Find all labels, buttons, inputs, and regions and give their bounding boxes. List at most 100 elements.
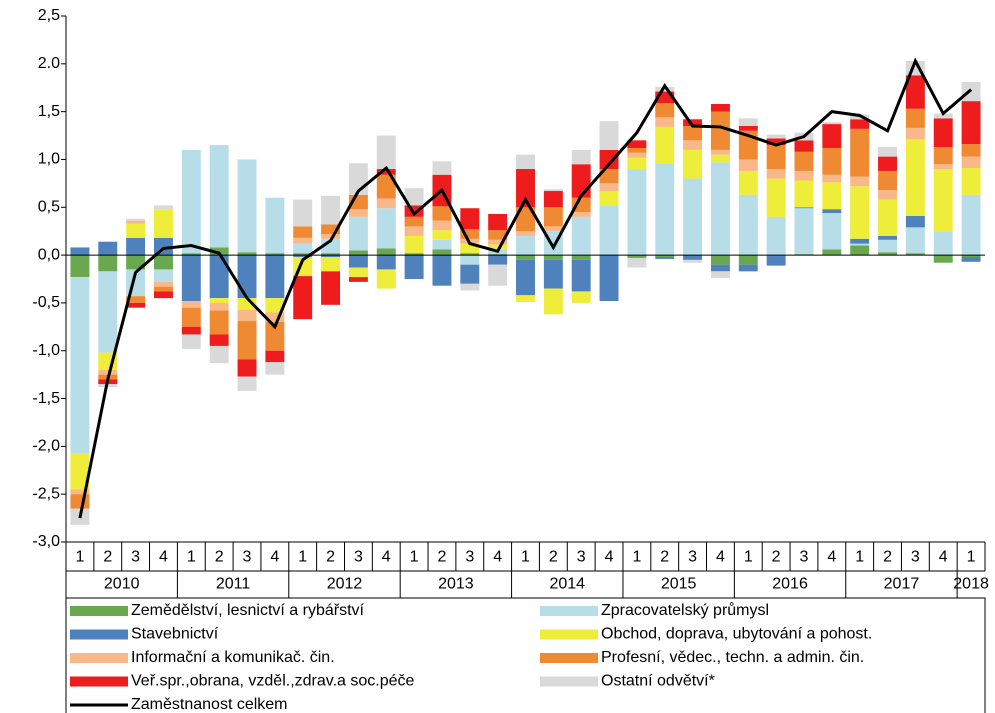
x-tick-label: 1 bbox=[298, 549, 307, 566]
bar-segment bbox=[376, 208, 396, 249]
bar-segment bbox=[460, 229, 480, 239]
legend-box bbox=[65, 597, 986, 713]
bar-segment bbox=[209, 298, 229, 303]
legend-label: Profesní, vědec., techn. a admin. čin. bbox=[601, 649, 864, 666]
year-label: 2018 bbox=[953, 576, 989, 593]
bar-segment bbox=[738, 255, 758, 265]
x-tick-label: 1 bbox=[855, 549, 864, 566]
bar-segment bbox=[432, 161, 452, 175]
bar-segment bbox=[126, 302, 146, 308]
bar-segment bbox=[293, 255, 313, 258]
y-tick-label: 2.0 bbox=[38, 55, 60, 72]
bar-segment bbox=[655, 86, 675, 92]
bar-segment bbox=[70, 453, 90, 490]
legend-swatch bbox=[70, 629, 128, 640]
y-tick-label: -2,5 bbox=[32, 485, 60, 502]
bar-segment bbox=[571, 212, 591, 217]
x-tick-label: 3 bbox=[577, 549, 586, 566]
bar-segment bbox=[822, 122, 842, 125]
bar-segment bbox=[710, 271, 730, 279]
bar-segment bbox=[738, 194, 758, 256]
bar-segment bbox=[321, 253, 341, 256]
total-line bbox=[78, 57, 973, 519]
bar-segment bbox=[822, 147, 842, 175]
legend-swatch bbox=[540, 653, 598, 663]
bar-segment bbox=[850, 243, 870, 246]
bar-segment bbox=[961, 255, 981, 258]
x-tick-label: 4 bbox=[716, 549, 725, 566]
bar-segment bbox=[460, 208, 480, 230]
bar-segment bbox=[738, 264, 758, 272]
bar-segment bbox=[70, 255, 90, 278]
bar-segment bbox=[154, 281, 173, 287]
bar-segment bbox=[154, 205, 173, 210]
bar-segment bbox=[683, 149, 703, 179]
bar-segment bbox=[710, 264, 730, 272]
bar-segment bbox=[961, 156, 981, 169]
bar-segment bbox=[710, 154, 730, 163]
x-tick-label: 2 bbox=[438, 549, 447, 566]
bar-segment bbox=[710, 255, 730, 265]
bar-segment bbox=[655, 117, 675, 127]
y-tick-label: -3,0 bbox=[32, 533, 60, 550]
bar-segment bbox=[237, 376, 257, 391]
bar-segment bbox=[488, 230, 508, 240]
legend-label: Veř.spr.,obrana, vzděl.,zdrav.a soc.péče bbox=[131, 673, 415, 690]
year-label: 2015 bbox=[661, 576, 697, 593]
y-tick-label: 2,5 bbox=[38, 7, 60, 24]
legend-label: Zemědělství, lesnictví a rybářství bbox=[131, 602, 365, 619]
bar-segment bbox=[655, 91, 675, 104]
bar-segment bbox=[543, 207, 563, 227]
bar-segment bbox=[683, 259, 703, 263]
x-tick-label: 2 bbox=[215, 549, 224, 566]
bar-segment bbox=[850, 176, 870, 187]
bar-segment bbox=[878, 147, 897, 157]
bar-segment bbox=[683, 125, 703, 141]
bar-segment bbox=[933, 147, 953, 165]
bar-segment bbox=[738, 125, 758, 131]
y-tick-label: -1,5 bbox=[32, 390, 60, 407]
x-tick-label: 3 bbox=[131, 549, 140, 566]
bar-segment bbox=[571, 164, 591, 198]
bar-segment bbox=[905, 127, 925, 140]
bar-segment bbox=[571, 149, 591, 165]
bar-segment bbox=[710, 149, 730, 155]
x-tick-label: 4 bbox=[605, 549, 614, 566]
bar-segment bbox=[627, 257, 647, 268]
bar-segment bbox=[460, 283, 480, 291]
bar-segment bbox=[599, 205, 619, 256]
bar-segment bbox=[905, 253, 925, 256]
bar-segment bbox=[181, 326, 201, 335]
x-tick-label: 3 bbox=[688, 549, 697, 566]
bar-segment bbox=[571, 291, 591, 303]
bar-segment bbox=[794, 207, 814, 209]
year-label: 2014 bbox=[549, 576, 585, 593]
bar-segment bbox=[126, 223, 146, 238]
bar-segment bbox=[126, 218, 146, 221]
bar-segment bbox=[543, 191, 563, 208]
bar-segment bbox=[905, 227, 925, 254]
legend-label: Ostatní odvětví* bbox=[601, 673, 715, 690]
y-tick-label: -2,0 bbox=[32, 438, 60, 455]
bar-segment bbox=[432, 239, 452, 250]
bar-segment bbox=[543, 259, 563, 289]
bar-segment bbox=[265, 253, 285, 256]
y-tick-label: -0,5 bbox=[32, 294, 60, 311]
bar-segment bbox=[599, 169, 619, 184]
bar-segment bbox=[181, 253, 201, 256]
bar-segment bbox=[376, 248, 396, 256]
bar-segment bbox=[822, 209, 842, 214]
bar-segment bbox=[822, 124, 842, 148]
bar-segment bbox=[794, 180, 814, 208]
bar-segment bbox=[655, 257, 675, 259]
bar-segment bbox=[98, 369, 118, 375]
bar-segment bbox=[655, 163, 675, 256]
bar-segment bbox=[627, 152, 647, 158]
bar-segment bbox=[293, 226, 313, 238]
bar-segment bbox=[70, 277, 90, 454]
bar-segment bbox=[154, 286, 173, 292]
x-tick-label: 4 bbox=[382, 549, 391, 566]
x-tick-label: 2 bbox=[772, 549, 781, 566]
bar-segment bbox=[822, 182, 842, 210]
bar-segment bbox=[237, 298, 257, 310]
